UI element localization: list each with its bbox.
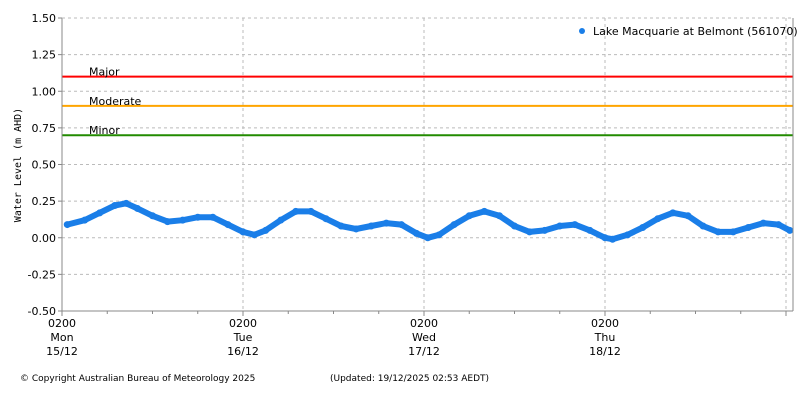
x-tick-label: Thu xyxy=(594,331,616,344)
data-point xyxy=(450,221,458,229)
y-tick-label: 1.25 xyxy=(32,49,57,62)
x-tick-label: Mon xyxy=(50,331,73,344)
x-tick-label: 0200 xyxy=(229,317,257,330)
x-tick-label: 18/12 xyxy=(589,345,621,358)
data-point xyxy=(786,226,794,234)
data-point xyxy=(669,209,677,217)
data-point xyxy=(684,212,692,220)
data-point xyxy=(744,223,752,231)
data-point xyxy=(412,229,420,237)
x-tick-label: 0200 xyxy=(591,317,619,330)
data-point xyxy=(480,207,488,215)
data-point xyxy=(133,204,141,212)
data-point xyxy=(352,225,360,233)
data-point xyxy=(759,219,767,227)
y-tick-label: 1.50 xyxy=(32,12,57,25)
data-point xyxy=(122,199,130,207)
y-tick-label: -0.25 xyxy=(28,268,56,281)
x-tick-label: Wed xyxy=(412,331,436,344)
x-tick-label: 0200 xyxy=(410,317,438,330)
data-point xyxy=(465,212,473,220)
threshold-label-moderate: Moderate xyxy=(89,95,142,108)
x-tick-label: Tue xyxy=(233,331,253,344)
data-point xyxy=(209,213,217,221)
data-point xyxy=(322,215,330,223)
data-point xyxy=(699,222,707,230)
y-tick-label: 0.25 xyxy=(32,195,57,208)
data-point xyxy=(774,221,782,229)
threshold-lines: Major Moderate Minor xyxy=(62,66,793,137)
axes: 1.501.251.000.750.500.250.00-0.25-0.5002… xyxy=(28,12,794,358)
data-point xyxy=(307,207,315,215)
data-point xyxy=(292,207,300,215)
data-point xyxy=(337,222,345,230)
y-tick-label: 0.50 xyxy=(32,159,57,172)
data-point xyxy=(541,226,549,234)
legend-marker xyxy=(579,28,585,34)
copyright-text: © Copyright Australian Bureau of Meteoro… xyxy=(20,374,256,384)
x-tick-label: 16/12 xyxy=(227,345,259,358)
data-point xyxy=(654,215,662,223)
legend: Lake Macquarie at Belmont (561070) xyxy=(579,25,798,38)
data-point xyxy=(63,221,71,229)
x-tick-label: 17/12 xyxy=(408,345,440,358)
threshold-label-major: Major xyxy=(89,66,120,79)
data-point xyxy=(164,218,172,226)
data-point xyxy=(424,234,432,242)
data-point xyxy=(239,228,247,236)
data-point xyxy=(250,231,258,239)
data-point xyxy=(149,212,156,220)
series-trace xyxy=(64,200,793,243)
data-point xyxy=(586,226,594,234)
x-tick-label: 15/12 xyxy=(46,345,78,358)
data-point xyxy=(511,222,518,230)
y-tick-label: -0.50 xyxy=(28,305,56,318)
data-point xyxy=(435,231,443,239)
data-point xyxy=(81,216,89,224)
y-tick-label: 0.75 xyxy=(32,122,57,135)
data-point xyxy=(639,223,647,231)
series-lake-macquarie xyxy=(63,199,794,243)
data-point xyxy=(224,221,232,229)
data-point xyxy=(179,216,187,224)
data-point xyxy=(262,226,270,234)
data-point xyxy=(495,212,503,220)
y-tick-label: 0.00 xyxy=(32,232,57,245)
data-point xyxy=(382,219,390,227)
data-point xyxy=(601,234,609,242)
y-tick-label: 1.00 xyxy=(32,85,57,98)
data-point xyxy=(397,221,405,229)
y-axis-label: Water Level (m AHD) xyxy=(13,108,24,222)
legend-label: Lake Macquarie at Belmont (561070) xyxy=(593,25,798,38)
data-point xyxy=(556,222,564,230)
data-point xyxy=(96,209,104,217)
data-point xyxy=(729,228,737,236)
data-point xyxy=(571,221,579,229)
data-point xyxy=(624,231,632,239)
data-point xyxy=(526,228,534,236)
data-point xyxy=(609,235,617,243)
threshold-label-minor: Minor xyxy=(89,124,120,137)
data-point xyxy=(111,202,119,210)
data-point xyxy=(194,213,202,221)
x-tick-label: 0200 xyxy=(48,317,76,330)
grid xyxy=(62,17,793,312)
updated-text: (Updated: 19/12/2025 02:53 AEDT) xyxy=(330,374,490,384)
data-point xyxy=(714,228,722,236)
data-point xyxy=(277,216,285,224)
data-point xyxy=(367,222,375,230)
